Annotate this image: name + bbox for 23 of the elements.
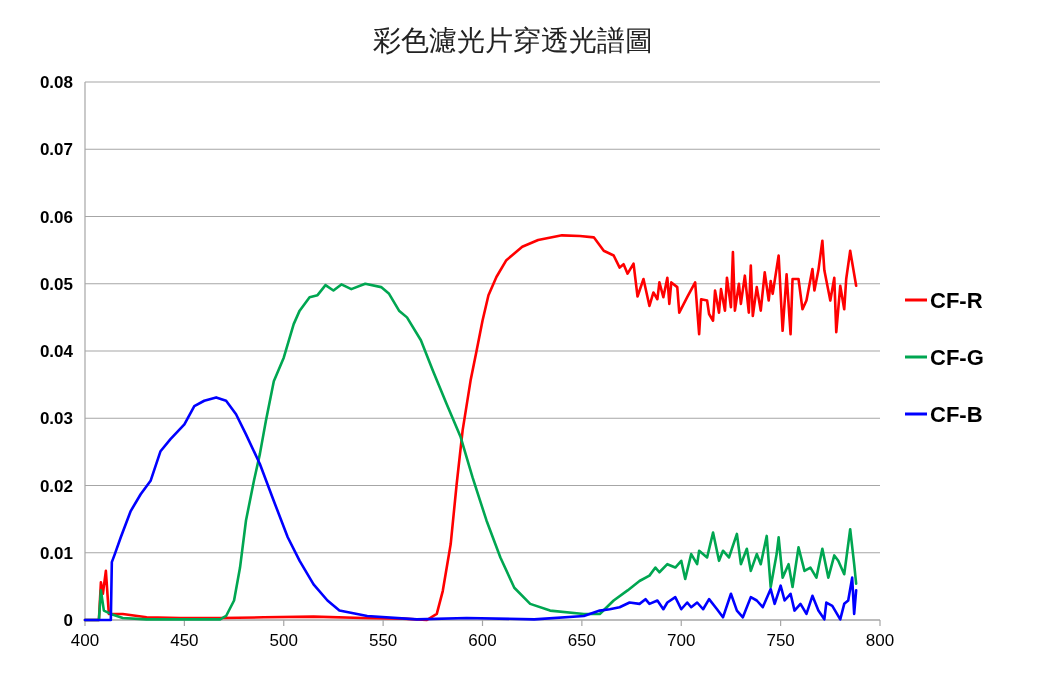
x-tick-label: 800 xyxy=(865,631,895,650)
x-tick-label: 750 xyxy=(766,631,795,650)
y-tick-label: 0.05 xyxy=(39,274,73,294)
y-tick-label: 0.02 xyxy=(39,476,73,496)
y-tick-label: 0.03 xyxy=(39,409,73,429)
chart-title: 彩色濾光片穿透光譜圖 xyxy=(372,25,653,56)
y-tick-label: 0 xyxy=(63,611,73,630)
legend-label: CF-G xyxy=(930,345,984,370)
y-tick-label: 0.06 xyxy=(39,207,73,227)
x-tick-label: 450 xyxy=(170,631,199,650)
y-tick-label: 0.07 xyxy=(39,140,73,160)
y-tick-label: 0.08 xyxy=(39,73,73,92)
legend-label: CF-R xyxy=(930,288,983,313)
x-tick-label: 700 xyxy=(667,631,696,650)
x-tick-label: 600 xyxy=(468,631,497,650)
x-tick-label: 550 xyxy=(368,631,398,650)
line-series xyxy=(83,396,858,622)
legend-label: CF-B xyxy=(930,402,983,427)
y-tick-label: 0.04 xyxy=(39,342,74,361)
x-tick-label: 400 xyxy=(70,631,100,650)
y-tick-label: 0.01 xyxy=(39,543,73,563)
x-tick-label: 650 xyxy=(567,631,597,650)
x-tick-label: 500 xyxy=(269,631,298,650)
